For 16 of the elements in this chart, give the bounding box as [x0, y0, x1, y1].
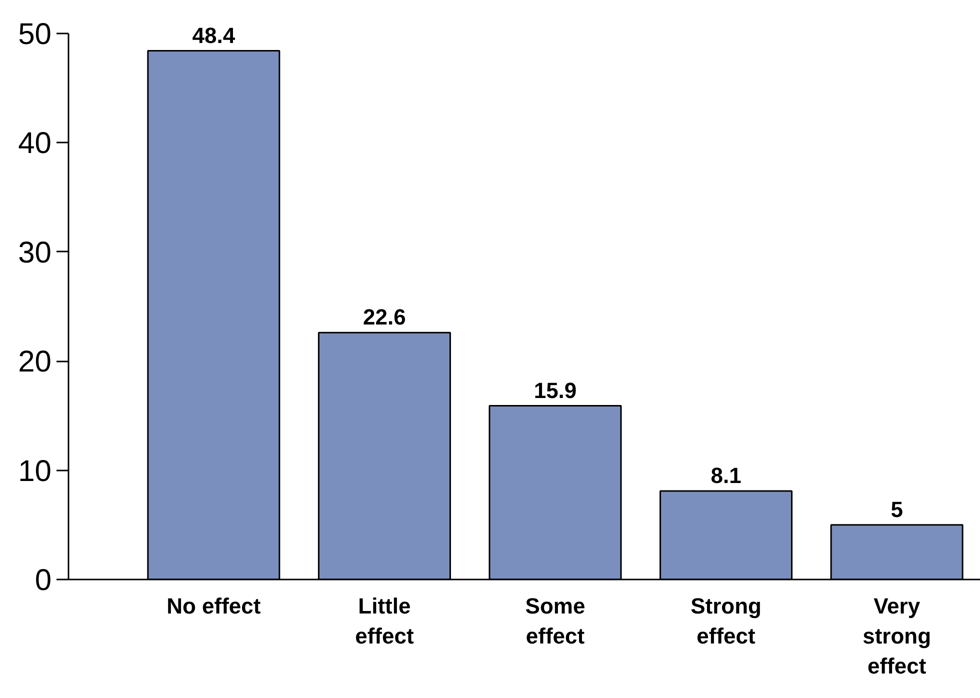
y-tick-label: 10 — [18, 454, 52, 488]
x-tick-label: Little effect — [355, 594, 414, 648]
data-label: 48.4 — [192, 22, 236, 48]
y-tick-label: 0 — [34, 564, 52, 597]
y-tick-label: 50 — [18, 18, 52, 51]
x-tick-label: Some effect — [525, 594, 586, 648]
y-tick-label: 40 — [18, 127, 52, 160]
x-tick-label: Very strong effect — [862, 594, 932, 678]
data-label: 8.1 — [710, 463, 742, 488]
data-label: 22.6 — [363, 304, 406, 330]
y-tick-label: 20 — [18, 346, 52, 379]
y-tick-label: 30 — [18, 236, 52, 270]
x-tick-label: Strong effect — [690, 594, 762, 648]
data-label: 15.9 — [534, 378, 577, 403]
data-label: 5 — [890, 496, 903, 522]
x-tick-label: No effect — [166, 594, 262, 618]
